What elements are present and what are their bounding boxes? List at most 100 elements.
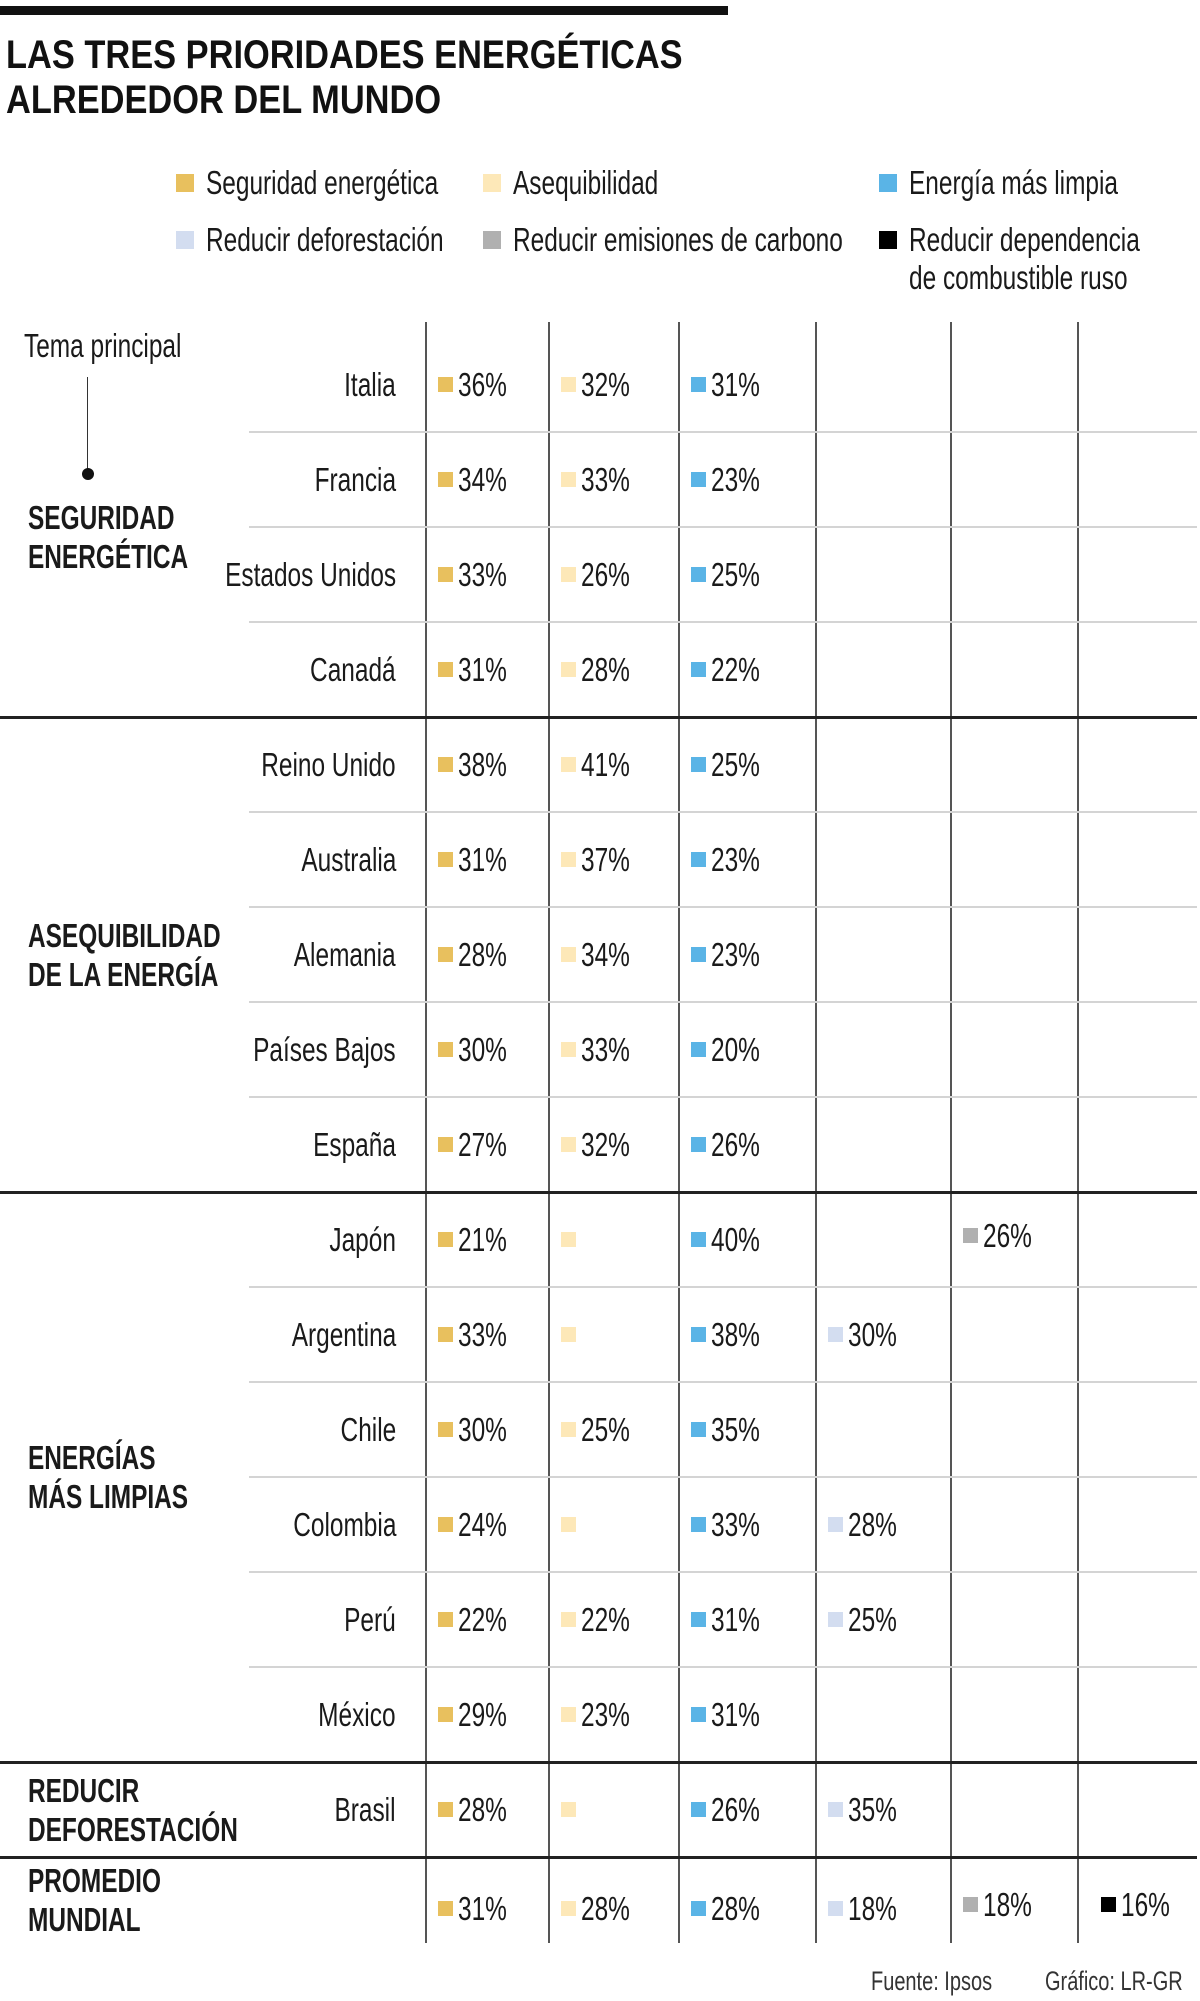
text: Canadá bbox=[310, 650, 396, 688]
text: 28% bbox=[711, 1889, 760, 1927]
value-swatch bbox=[1101, 1896, 1116, 1912]
text: 22% bbox=[711, 650, 760, 688]
legend-swatch bbox=[879, 174, 897, 192]
value-cell: 28% bbox=[581, 650, 647, 690]
text: 33% bbox=[458, 555, 507, 593]
text: Francia bbox=[314, 460, 396, 498]
value-cell: 18% bbox=[983, 1885, 1049, 1925]
value-swatch bbox=[691, 1801, 706, 1817]
value-cell: 31% bbox=[711, 365, 777, 405]
value-cell: 26% bbox=[711, 1790, 777, 1830]
value-swatch bbox=[691, 661, 706, 677]
value-cell: 25% bbox=[711, 745, 777, 785]
row-divider bbox=[249, 811, 1197, 813]
value-swatch bbox=[561, 851, 576, 867]
value-swatch bbox=[561, 1041, 576, 1057]
text: 34% bbox=[458, 460, 507, 498]
text: 21% bbox=[458, 1220, 507, 1258]
row-divider bbox=[249, 1571, 1197, 1573]
value-cell: 30% bbox=[458, 1030, 524, 1070]
value-swatch bbox=[561, 756, 576, 772]
value-swatch bbox=[438, 1801, 453, 1817]
value-swatch bbox=[691, 1231, 706, 1247]
value-cell: 33% bbox=[458, 555, 524, 595]
text: 31% bbox=[458, 1889, 507, 1927]
country-label: Chile bbox=[321, 1410, 396, 1450]
value-swatch bbox=[438, 471, 453, 487]
value-swatch bbox=[438, 1421, 453, 1437]
legend-label: Energía más limpia bbox=[909, 164, 1191, 202]
group-label: SEGURIDAD ENERGÉTICA bbox=[28, 498, 244, 576]
text: 25% bbox=[581, 1410, 630, 1448]
value-swatch bbox=[438, 851, 453, 867]
text: Energía más limpia bbox=[909, 164, 1119, 201]
value-cell: 25% bbox=[711, 555, 777, 595]
value-cell: 22% bbox=[711, 650, 777, 690]
text: 40% bbox=[711, 1220, 760, 1258]
value-swatch bbox=[828, 1611, 843, 1627]
value-cell: 41% bbox=[581, 745, 647, 785]
value-cell: 31% bbox=[458, 1889, 524, 1929]
value-swatch bbox=[561, 1900, 576, 1916]
text: Japón bbox=[329, 1220, 396, 1258]
text: 28% bbox=[458, 1790, 507, 1828]
text: MUNDIAL bbox=[28, 1901, 141, 1938]
value-swatch bbox=[691, 1516, 706, 1532]
text: 22% bbox=[458, 1600, 507, 1638]
value-cell: 20% bbox=[711, 1030, 777, 1070]
text: 23% bbox=[581, 1695, 630, 1733]
text: 23% bbox=[711, 840, 760, 878]
value-swatch bbox=[691, 376, 706, 392]
value-cell: 31% bbox=[458, 840, 524, 880]
value-cell: 31% bbox=[458, 650, 524, 690]
text: 26% bbox=[983, 1216, 1032, 1254]
value-cell: 32% bbox=[581, 365, 647, 405]
legend-label: Seguridad energética bbox=[206, 164, 520, 202]
text: 31% bbox=[711, 1600, 760, 1638]
text: Italia bbox=[344, 365, 396, 403]
text: SEGURIDAD bbox=[28, 499, 175, 536]
text: Alemania bbox=[294, 935, 396, 973]
text: DEFORESTACIÓN bbox=[28, 1810, 238, 1848]
text: ENERGÉTICA bbox=[28, 538, 189, 575]
value-swatch bbox=[438, 1136, 453, 1152]
row-divider bbox=[249, 1286, 1197, 1288]
value-swatch bbox=[438, 566, 453, 582]
text: 30% bbox=[848, 1315, 897, 1353]
value-swatch bbox=[561, 1611, 576, 1627]
value-swatch bbox=[691, 471, 706, 487]
text: Colombia bbox=[292, 1505, 396, 1543]
value-cell: 28% bbox=[458, 935, 524, 975]
value-swatch bbox=[438, 376, 453, 392]
text: de combustible ruso bbox=[909, 259, 1128, 296]
text: PROMEDIO bbox=[28, 1862, 161, 1899]
country-label: Francia bbox=[286, 460, 396, 500]
text: Australia bbox=[300, 840, 396, 878]
value-cell: 34% bbox=[581, 935, 647, 975]
text: REDUCIR bbox=[28, 1771, 140, 1809]
country-label: Reino Unido bbox=[214, 745, 396, 785]
country-label: Alemania bbox=[258, 935, 396, 975]
country-label: Japón bbox=[306, 1220, 396, 1260]
text: Asequibilidad bbox=[513, 164, 659, 201]
value-swatch bbox=[438, 756, 453, 772]
text: 31% bbox=[458, 650, 507, 688]
group-divider bbox=[0, 1856, 1197, 1859]
value-swatch bbox=[438, 1900, 453, 1916]
text: 35% bbox=[848, 1790, 897, 1828]
text: 38% bbox=[458, 745, 507, 783]
row-divider bbox=[249, 1381, 1197, 1383]
column-divider bbox=[1077, 322, 1079, 1943]
text: 28% bbox=[458, 935, 507, 973]
legend-swatch bbox=[176, 174, 194, 192]
value-cell: 28% bbox=[711, 1889, 777, 1929]
value-swatch bbox=[691, 566, 706, 582]
value-cell: 28% bbox=[581, 1889, 647, 1929]
legend-label: Reducir dependencia bbox=[909, 221, 1200, 259]
text: 26% bbox=[711, 1790, 760, 1828]
row-divider bbox=[249, 526, 1197, 528]
text: 18% bbox=[983, 1885, 1032, 1923]
text: Reino Unido bbox=[261, 745, 396, 783]
value-cell: 33% bbox=[581, 460, 647, 500]
value-cell: 23% bbox=[711, 935, 777, 975]
